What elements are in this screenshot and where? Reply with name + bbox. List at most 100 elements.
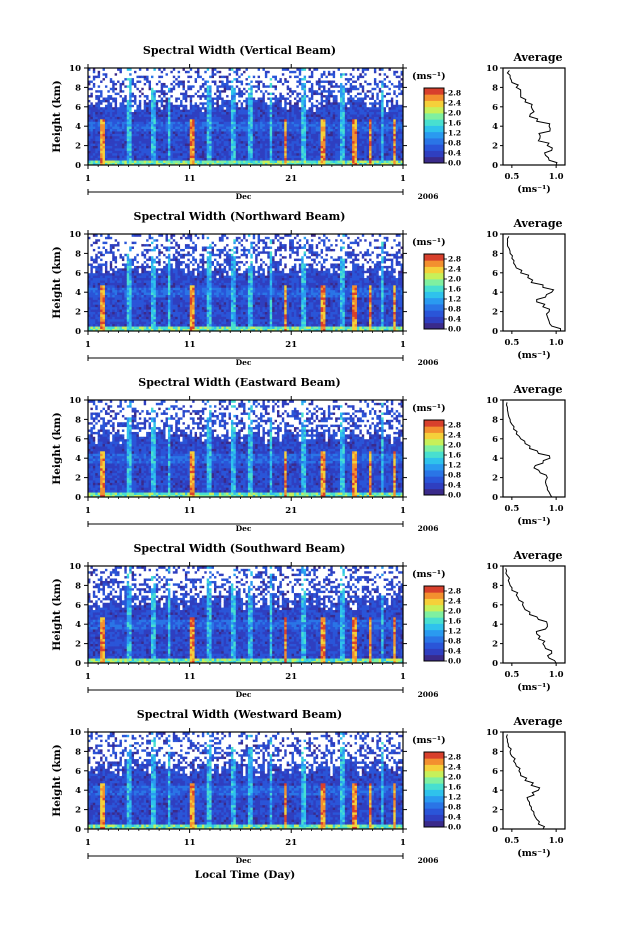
heatmap-cell [122,70,125,73]
heatmap-cell [168,75,171,78]
heatmap-cell [132,129,135,132]
heatmap-cell [120,78,123,81]
heatmap-cell [127,158,130,161]
heatmap-cell [199,78,202,81]
heatmap-cell [166,95,169,98]
heatmap-cell [100,126,103,129]
heatmap-cell [103,121,106,124]
heatmap-cell [163,124,166,127]
heatmap-cell [134,109,137,112]
heatmap-cell [231,104,234,107]
heatmap-cell [161,90,164,93]
heatmap-cell [238,112,241,115]
heatmap-cell [190,121,193,124]
heatmap-cell [212,148,215,151]
heatmap-cell [248,85,251,88]
heatmap-cell [170,153,173,156]
heatmap-cell [190,119,193,122]
heatmap-cell [105,117,108,120]
heatmap-cell [163,100,166,103]
heatmap-cell [178,107,181,110]
heatmap-cell [132,70,135,73]
heatmap-cell [136,112,139,115]
heatmap-cell [132,133,135,136]
heatmap-cell [161,141,164,144]
heatmap-cell [231,92,234,95]
heatmap-cell [180,153,183,156]
heatmap-cell [190,100,193,103]
heatmap-cell [134,73,137,76]
heatmap-cell [180,102,183,105]
heatmap-cell [95,95,98,98]
heatmap-cell [243,102,246,105]
heatmap-cell [190,146,193,149]
heatmap-cell [103,141,106,144]
heatmap-cell [134,102,137,105]
heatmap-cell [127,129,130,132]
heatmap-cell [153,97,156,100]
heatmap-cell [124,160,127,163]
heatmap-cell [93,112,96,115]
heatmap-cell [183,80,186,83]
heatmap-cell [170,129,173,132]
heatmap-cell [195,124,198,127]
heatmap-cell [103,133,106,136]
heatmap-cell [124,146,127,149]
heatmap-cell [195,141,198,144]
heatmap-cell [248,138,251,141]
heatmap-cell [161,136,164,139]
heatmap-cell [153,133,156,136]
heatmap-cell [229,109,232,112]
heatmap-cell [117,92,120,95]
heatmap-cell [98,143,101,146]
heatmap-cell [209,141,212,144]
heatmap-cell [219,114,222,117]
heatmap-cell [253,107,256,110]
heatmap-cell [122,143,125,146]
heatmap-cell [192,102,195,105]
heatmap-cell [250,136,253,139]
heatmap-cell [214,114,217,117]
heatmap-cell [120,160,123,163]
heatmap-cell [214,104,217,107]
heatmap-cell [124,102,127,105]
heatmap-cell [212,92,215,95]
heatmap-cell [187,92,190,95]
heatmap-cell [115,83,118,86]
heatmap-cell [115,75,118,78]
heatmap-cell [156,87,159,90]
heatmap-cell [136,138,139,141]
heatmap-cell [248,133,251,136]
heatmap-cell [212,126,215,129]
heatmap-cell [158,100,161,103]
heatmap-cell [139,95,142,98]
heatmap-cell [183,158,186,161]
heatmap-cell [134,129,137,132]
heatmap-cell [195,114,198,117]
heatmap-cell [185,126,188,129]
heatmap-cell [158,85,161,88]
heatmap-cell [246,150,249,153]
heatmap-cell [112,129,115,132]
heatmap-cell [134,155,137,158]
heatmap-cell [207,160,210,163]
heatmap-cell [144,133,147,136]
heatmap-cell [226,85,229,88]
heatmap-cell [95,129,98,132]
heatmap-cell [151,155,154,158]
heatmap-cell [231,153,234,156]
heatmap-cell [178,78,181,81]
heatmap-cell [127,114,130,117]
heatmap-cell [212,73,215,76]
heatmap-cell [243,150,246,153]
heatmap-cell [107,117,110,120]
heatmap-cell [224,75,227,78]
heatmap-cell [199,129,202,132]
heatmap-cell [158,75,161,78]
heatmap-cell [124,143,127,146]
heatmap-cell [136,126,139,129]
heatmap-cell [241,150,244,153]
heatmap-cell [156,133,159,136]
heatmap-cell [224,141,227,144]
heatmap-cell [146,114,149,117]
